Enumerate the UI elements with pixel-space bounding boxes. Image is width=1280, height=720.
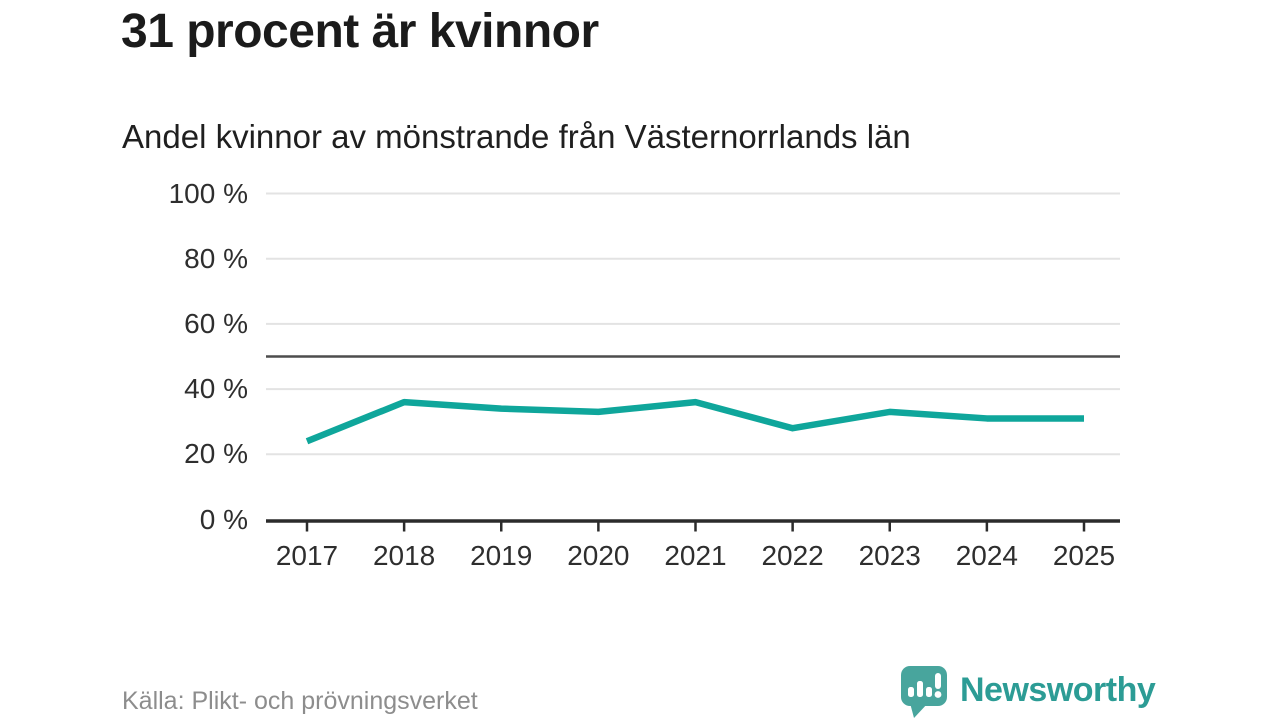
y-tick-label-40: 40 % (184, 373, 248, 405)
y-tick-label-60: 60 % (184, 307, 248, 339)
x-tick-label-2024: 2024 (955, 540, 1019, 571)
logo-exclamation-icon (935, 673, 941, 689)
x-tick-label-2021: 2021 (664, 540, 727, 571)
logo-bar-tall-icon (917, 681, 923, 697)
x-tick-label-2019: 2019 (470, 540, 533, 571)
x-tick-label-2023: 2023 (858, 540, 921, 571)
logo-exclamation-dot-icon (934, 691, 942, 698)
source-note: Källa: Plikt- och prövningsverket (122, 687, 478, 715)
x-tick-label-2022: 2022 (761, 540, 824, 571)
newsworthy-brand: Newsworthy (898, 662, 1156, 720)
y-tick-label-0: 0 % (199, 503, 248, 535)
x-tick-label-2020: 2020 (567, 540, 630, 571)
logo-bar-small-icon (908, 687, 914, 697)
y-tick-label-20: 20 % (184, 438, 248, 470)
x-tick-label-2017: 2017 (275, 540, 339, 571)
data-line (305, 398, 1084, 445)
page-title: 31 procent är kvinnor (121, 5, 599, 58)
y-tick-label-100: 100 % (168, 177, 248, 209)
brand-name: Newsworthy (960, 671, 1156, 709)
logo-bar-mid-icon (926, 687, 932, 697)
x-tick-label-2018: 2018 (372, 540, 436, 571)
x-tick-label-2025: 2025 (1052, 540, 1116, 571)
y-tick-label-80: 80 % (184, 242, 248, 274)
line-chart (266, 192, 1120, 532)
newsworthy-logo-icon (901, 666, 947, 718)
chart-subtitle: Andel kvinnor av mönstrande från Västern… (122, 118, 911, 155)
